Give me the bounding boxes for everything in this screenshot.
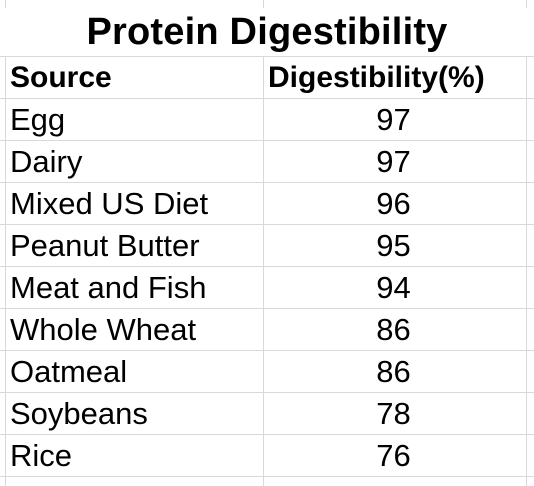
table-title[interactable]: Protein Digestibility bbox=[0, 8, 534, 56]
grid-line bbox=[0, 140, 534, 141]
table-row: Whole Wheat 86 bbox=[0, 309, 534, 351]
digestibility-cell[interactable]: 97 bbox=[376, 144, 411, 179]
table-row: Meat and Fish 94 bbox=[0, 267, 534, 309]
digestibility-cell[interactable]: 76 bbox=[376, 438, 411, 473]
digestibility-cell[interactable]: 86 bbox=[376, 354, 411, 389]
grid-line bbox=[0, 350, 534, 351]
source-cell[interactable]: Whole Wheat bbox=[10, 312, 197, 347]
table-row: Dairy 97 bbox=[0, 141, 534, 183]
header-source-cell[interactable]: Source bbox=[10, 61, 112, 94]
grid-line bbox=[0, 224, 534, 225]
grid-line bbox=[0, 392, 534, 393]
source-cell[interactable]: Rice bbox=[10, 438, 73, 473]
source-cell[interactable]: Egg bbox=[10, 102, 66, 137]
grid-line bbox=[0, 182, 534, 183]
table-row: Oatmeal 86 bbox=[0, 351, 534, 393]
grid-line bbox=[0, 266, 534, 267]
source-cell[interactable]: Soybeans bbox=[10, 396, 148, 431]
digestibility-cell[interactable]: 96 bbox=[376, 186, 411, 221]
grid-line bbox=[0, 308, 534, 309]
grid-line bbox=[0, 476, 534, 477]
table-row: Soybeans 78 bbox=[0, 393, 534, 435]
digestibility-cell[interactable]: 86 bbox=[376, 312, 411, 347]
grid-line bbox=[263, 0, 264, 486]
source-cell[interactable]: Oatmeal bbox=[10, 354, 128, 389]
table-row: Peanut Butter 95 bbox=[0, 225, 534, 267]
digestibility-cell[interactable]: 95 bbox=[376, 228, 411, 263]
grid-line bbox=[526, 0, 527, 486]
source-cell[interactable]: Meat and Fish bbox=[10, 270, 207, 305]
header-row: Source Digestibility(%) bbox=[0, 57, 534, 99]
grid-line bbox=[0, 434, 534, 435]
source-cell[interactable]: Mixed US Diet bbox=[10, 186, 209, 221]
digestibility-cell[interactable]: 78 bbox=[376, 396, 411, 431]
digestibility-cell[interactable]: 97 bbox=[376, 102, 411, 137]
digestibility-cell[interactable]: 94 bbox=[376, 270, 411, 305]
table-row: Rice 76 bbox=[0, 435, 534, 477]
table-row: Mixed US Diet 96 bbox=[0, 183, 534, 225]
table-row: Egg 97 bbox=[0, 99, 534, 141]
grid-line bbox=[5, 0, 6, 486]
header-digestibility-cell[interactable]: Digestibility(%) bbox=[268, 61, 485, 94]
grid-line bbox=[0, 56, 534, 57]
source-cell[interactable]: Peanut Butter bbox=[10, 228, 200, 263]
grid-line bbox=[0, 98, 534, 99]
source-cell[interactable]: Dairy bbox=[10, 144, 83, 179]
